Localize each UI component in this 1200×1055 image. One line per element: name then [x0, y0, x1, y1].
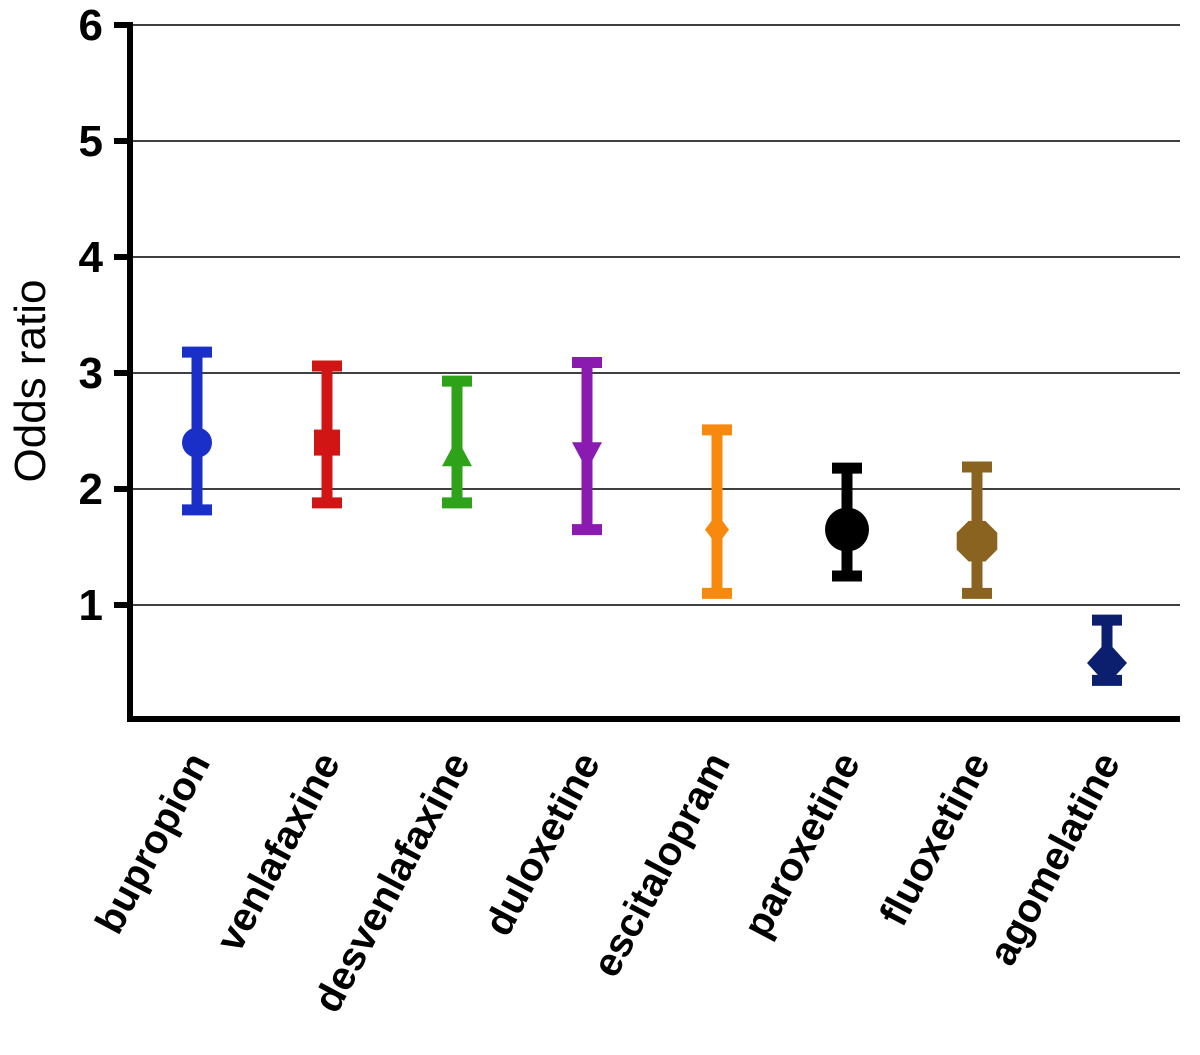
- point-estimate-agomelatine: [1087, 641, 1127, 685]
- point-estimate-fluoxetine: [956, 520, 998, 562]
- x-tick-label-escitalopram: escitalopram: [584, 746, 739, 985]
- y-tick-label: 2: [79, 465, 103, 514]
- point-estimate-duloxetine: [572, 442, 602, 471]
- error-bar-escitalopram: [702, 424, 732, 599]
- x-tick-label-bupropion: bupropion: [87, 746, 219, 941]
- error-bar-fluoxetine: [956, 461, 998, 599]
- x-tick-label-fluoxetine: fluoxetine: [871, 746, 999, 933]
- series-marks: [182, 346, 1127, 686]
- x-tick-label-agomelatine: agomelatine: [981, 746, 1129, 973]
- point-estimate-desvenlafaxine: [442, 438, 472, 467]
- y-tick-label: 1: [79, 581, 103, 630]
- gridlines: [130, 24, 1180, 606]
- y-tick-label: 5: [79, 117, 103, 166]
- point-estimate-bupropion: [182, 427, 212, 458]
- error-bar-venlafaxine: [312, 360, 342, 509]
- axes: [127, 22, 1180, 722]
- error-bar-duloxetine: [572, 357, 602, 536]
- x-tick-labels: bupropionvenlafaxinedesvenlafaxineduloxe…: [87, 746, 1129, 1020]
- point-estimate-venlafaxine: [314, 429, 340, 456]
- x-tick-label-venlafaxine: venlafaxine: [208, 746, 349, 959]
- error-bar-paroxetine: [825, 462, 869, 582]
- x-tick-label-paroxetine: paroxetine: [735, 746, 869, 945]
- y-axis-label: Odds ratio: [6, 280, 55, 483]
- error-bar-bupropion: [182, 346, 212, 516]
- point-estimate-paroxetine: [825, 507, 869, 552]
- x-tick-label-duloxetine: duloxetine: [476, 746, 609, 943]
- y-tick-label: 3: [79, 349, 103, 398]
- y-tick-label: 4: [79, 233, 104, 282]
- error-bar-desvenlafaxine: [442, 375, 472, 509]
- point-estimate-escitalopram: [705, 513, 729, 546]
- y-ticks: 1 2 3 4 5 6: [79, 1, 130, 630]
- y-tick-label: 6: [79, 1, 103, 50]
- error-bar-agomelatine: [1087, 614, 1127, 686]
